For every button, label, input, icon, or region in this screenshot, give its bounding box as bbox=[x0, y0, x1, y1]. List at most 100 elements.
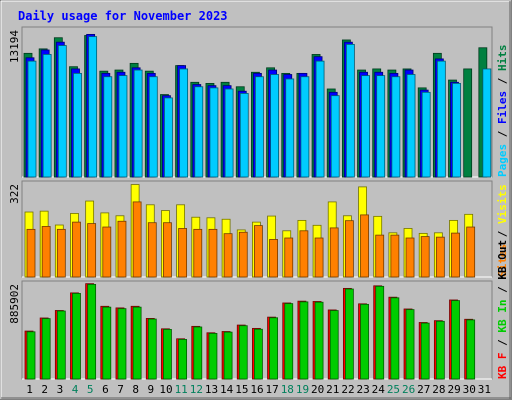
x-tick-label: 25 bbox=[387, 383, 400, 396]
bar-kb-in-day-24 bbox=[375, 285, 385, 380]
bar-sites-day-13 bbox=[208, 228, 218, 278]
bar-kb-in-day-23 bbox=[360, 303, 369, 380]
bar-sites-day-3 bbox=[56, 228, 66, 278]
bar-pages-day-29 bbox=[452, 83, 461, 178]
bar-kb-in-day-12 bbox=[193, 326, 203, 380]
bar-kb-in-day-27 bbox=[420, 322, 430, 380]
bar-pages-day-27 bbox=[421, 91, 431, 178]
x-tick-label: 6 bbox=[102, 383, 109, 396]
bar-kb-in-day-10 bbox=[163, 329, 172, 380]
bar-sites-day-24 bbox=[375, 234, 385, 278]
x-tick-label: 31 bbox=[478, 383, 491, 396]
panel-visits-sites: 322 Sites / Visits bbox=[8, 180, 509, 278]
bar-pages-day-12 bbox=[194, 86, 204, 178]
bar-kb-in-day-2 bbox=[41, 318, 51, 380]
bar-hits-day-30 bbox=[463, 68, 473, 178]
legend-separator: / bbox=[496, 71, 509, 91]
x-tick-label: 7 bbox=[117, 383, 124, 396]
bar-kb-in-day-15 bbox=[238, 325, 248, 380]
bar-pages-day-7 bbox=[118, 75, 128, 178]
bar-kb-in-day-16 bbox=[254, 328, 263, 380]
bar-kb-in-day-13 bbox=[208, 333, 218, 380]
legend-sites: Sites bbox=[496, 244, 509, 277]
bar-kb-in-day-11 bbox=[178, 339, 188, 380]
bar-sites-day-20 bbox=[314, 237, 324, 278]
x-tick-label: 29 bbox=[447, 383, 460, 396]
legend-separator: / bbox=[496, 280, 509, 300]
x-tick-label: 26 bbox=[402, 383, 415, 396]
legend-visits: Visits bbox=[496, 184, 509, 224]
bar-sites-day-17 bbox=[269, 239, 278, 278]
panel-legend: KB F / KB In / KB Out bbox=[496, 240, 509, 379]
x-tick-label: 28 bbox=[432, 383, 445, 396]
bar-pages-day-28 bbox=[436, 60, 446, 178]
x-tick-label: 24 bbox=[372, 383, 386, 396]
bar-pages-day-6 bbox=[103, 76, 113, 178]
x-axis-labels: 1 2 3 4 5 6 7 8 9 10 11 12 13 14 15 16 17 18 19 20 21 22 23 24 2… bbox=[26, 383, 491, 396]
bar-kb-in-day-29 bbox=[451, 300, 460, 380]
chart-panels: 13194 Pages / Files / Hits 322 Sites / Visi… bbox=[8, 26, 509, 380]
bar-sites-day-29 bbox=[451, 232, 460, 278]
x-tick-label: 1 bbox=[26, 383, 33, 396]
bar-pages-day-13 bbox=[209, 87, 219, 178]
legend-pages: Pages bbox=[496, 144, 509, 177]
bar-pages-day-9 bbox=[148, 76, 158, 178]
bar-kb-in-day-26 bbox=[405, 309, 415, 380]
bar-sites-day-1 bbox=[26, 228, 36, 278]
x-tick-label: 3 bbox=[57, 383, 64, 396]
bar-sites-day-15 bbox=[238, 231, 248, 278]
bar-kb-in-day-8 bbox=[132, 306, 142, 380]
bar-pages-day-24 bbox=[376, 75, 386, 178]
x-tick-label: 5 bbox=[87, 383, 94, 396]
bar-pages-day-1 bbox=[27, 60, 37, 178]
bar-sites-day-28 bbox=[435, 236, 445, 278]
bar-kb-in-day-6 bbox=[102, 306, 112, 380]
x-tick-label: 18 bbox=[281, 383, 294, 396]
panel-max-label: 885902 bbox=[8, 284, 21, 324]
panel-hits-files-pages: 13194 Pages / Files / Hits bbox=[8, 26, 509, 178]
bar-kb-in-day-4 bbox=[72, 293, 81, 380]
bar-kb-in-day-5 bbox=[87, 284, 97, 380]
x-tick-label: 14 bbox=[220, 383, 234, 396]
bar-kb-in-day-22 bbox=[344, 288, 354, 380]
bar-kb-in-day-14 bbox=[223, 331, 233, 380]
bar-pages-day-17 bbox=[270, 74, 279, 178]
x-tick-label: 23 bbox=[357, 383, 370, 396]
bar-sites-day-25 bbox=[390, 234, 400, 278]
panel-max-label: 13194 bbox=[8, 30, 21, 63]
bar-pages-day-23 bbox=[361, 75, 370, 178]
bar-kb-in-day-17 bbox=[269, 317, 278, 380]
bar-sites-day-2 bbox=[41, 226, 51, 278]
bar-kb-in-day-3 bbox=[56, 310, 66, 380]
x-tick-label: 19 bbox=[296, 383, 309, 396]
bar-sites-day-21 bbox=[329, 227, 339, 278]
legend-kb-in: KB In bbox=[496, 300, 509, 333]
bar-kb-in-day-1 bbox=[26, 331, 36, 380]
x-tick-label: 10 bbox=[159, 383, 172, 396]
bar-kb-in-day-20 bbox=[314, 301, 324, 380]
x-tick-label: 2 bbox=[41, 383, 48, 396]
bar-sites-day-18 bbox=[284, 237, 294, 278]
bar-sites-day-5 bbox=[87, 223, 97, 278]
legend-separator: / bbox=[496, 124, 509, 144]
bar-sites-day-12 bbox=[193, 228, 203, 278]
bar-sites-day-14 bbox=[223, 233, 233, 278]
bar-sites-day-26 bbox=[405, 237, 415, 278]
x-tick-label: 22 bbox=[341, 383, 354, 396]
legend-files: Files bbox=[496, 91, 509, 124]
bar-pages-day-25 bbox=[391, 76, 401, 178]
bar-kb-in-day-19 bbox=[299, 301, 309, 380]
bar-kb-in-day-18 bbox=[284, 303, 294, 380]
bar-kb-in-day-9 bbox=[147, 318, 157, 380]
bar-pages-day-26 bbox=[406, 74, 416, 178]
x-tick-label: 11 bbox=[175, 383, 188, 396]
x-tick-label: 12 bbox=[190, 383, 203, 396]
bar-pages-day-15 bbox=[239, 93, 249, 178]
bar-sites-day-19 bbox=[299, 230, 309, 278]
bar-pages-day-2 bbox=[42, 54, 52, 178]
bar-kb-in-day-21 bbox=[329, 310, 339, 380]
bar-sites-day-22 bbox=[344, 220, 354, 278]
bar-kb-in-day-7 bbox=[117, 308, 127, 380]
legend-kb-f: KB F bbox=[496, 353, 509, 380]
